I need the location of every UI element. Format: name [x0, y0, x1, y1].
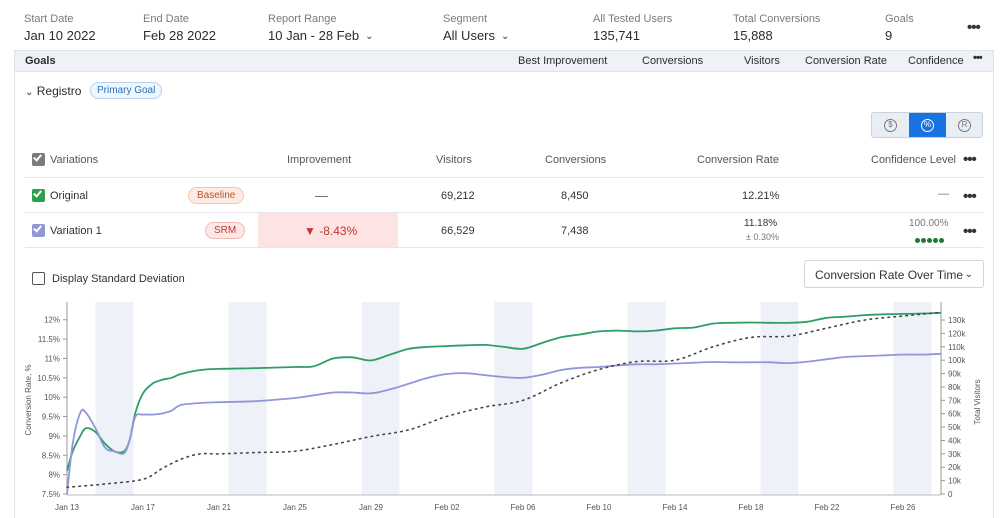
start-date: Start Date Jan 10 2022	[24, 13, 96, 44]
conversion-rate-value: 12.21%	[742, 190, 780, 202]
revenue-icon: R	[958, 119, 971, 132]
segment-value: All Users	[443, 28, 496, 43]
col-visitors[interactable]: Visitors	[744, 55, 780, 67]
conversion-rate-margin: ± 0.30%	[746, 232, 779, 242]
goals-panel: Goals Best Improvement Conversions Visit…	[14, 50, 994, 518]
th-variations: Variations	[50, 154, 99, 166]
confidence-dot	[933, 238, 938, 243]
conversions-value: 7,438	[561, 225, 589, 237]
th-visitors: Visitors	[436, 154, 472, 166]
srm-badge: SRM	[205, 222, 246, 239]
goal-toggle[interactable]: ⌄ Registro	[25, 84, 81, 98]
revenue-toggle-button[interactable]: R	[946, 113, 983, 137]
goals-header-more-button[interactable]: •••	[973, 52, 983, 64]
confidence-indicator	[915, 234, 945, 246]
table-row-original: Original Baseline — 69,212 8,450 12.21% …	[25, 177, 983, 212]
segment-label: Segment	[443, 13, 488, 25]
visitors-value: 69,212	[441, 190, 475, 202]
chevron-down-icon: ⌄	[25, 87, 34, 98]
variation-name: Variation 1	[50, 225, 102, 237]
confidence-dot	[939, 238, 944, 243]
all-tested-users-label: All Tested Users	[593, 13, 673, 25]
confidence-dot	[921, 238, 926, 243]
original-checkbox[interactable]	[32, 188, 45, 202]
std-dev-checkbox[interactable]	[32, 272, 45, 285]
baseline-badge: Baseline	[188, 187, 245, 204]
all-tested-users-value: 135,741	[593, 28, 640, 43]
confidence-dot	[915, 238, 920, 243]
col-conversion-rate[interactable]: Conversion Rate	[805, 55, 887, 67]
row-more-button[interactable]: •••	[963, 223, 977, 240]
goals-count-value: 9	[885, 28, 893, 43]
dollar-toggle-button[interactable]: $	[872, 113, 909, 137]
col-best-improvement[interactable]: Best Improvement	[518, 55, 608, 67]
all-tested-users: All Tested Users 135,741	[593, 13, 672, 44]
header-more-button[interactable]: •••	[967, 19, 981, 36]
primary-goal-badge: Primary Goal	[90, 82, 163, 99]
confidence-value: 100.00%	[909, 218, 949, 229]
goals-count-label: Goals	[885, 13, 914, 25]
chevron-down-icon: ⌄	[964, 269, 973, 280]
confidence-value: —	[938, 188, 949, 200]
variation-name: Original	[50, 190, 88, 202]
conversions-value: 8,450	[561, 190, 589, 202]
table-divider	[25, 247, 983, 248]
improvement-value: ▼ -8.43%	[304, 224, 358, 238]
goals-header-title: Goals	[25, 55, 56, 67]
improvement-value: —	[315, 188, 328, 203]
metric-toggle: $ % R	[871, 112, 983, 138]
end-date-label: End Date	[143, 13, 189, 25]
th-confidence-level: Confidence Level	[871, 154, 957, 166]
start-date-value: Jan 10 2022	[24, 28, 96, 43]
variation-1-checkbox[interactable]	[32, 223, 45, 237]
table-header-more-button[interactable]: •••	[963, 151, 977, 168]
start-date-label: Start Date	[24, 13, 74, 25]
percent-toggle-button[interactable]: %	[909, 113, 946, 137]
goals-header: Goals Best Improvement Conversions Visit…	[15, 50, 993, 72]
table-row-variation-1: Variation 1 SRM ▼ -8.43% 66,529 7,438 11…	[25, 212, 983, 248]
th-conversions: Conversions	[545, 154, 607, 166]
col-confidence[interactable]: Confidence	[908, 55, 964, 67]
th-improvement: Improvement	[287, 154, 352, 166]
chart-type-dropdown[interactable]: Conversion Rate Over Time ⌄	[804, 260, 984, 288]
chevron-down-icon: ⌄	[501, 31, 510, 42]
total-conversions-value: 15,888	[733, 28, 773, 43]
conversion-rate-value: 11.18%	[744, 218, 778, 229]
improvement-cell: ▼ -8.43%	[258, 213, 398, 248]
summary-bar: Start Date Jan 10 2022 End Date Feb 28 2…	[0, 0, 1000, 50]
col-conversions[interactable]: Conversions	[642, 55, 704, 67]
report-range-value: 10 Jan - 28 Feb	[268, 28, 360, 43]
chevron-down-icon: ⌄	[365, 31, 374, 42]
goals-count: Goals 9	[885, 13, 914, 44]
row-more-button[interactable]: •••	[963, 188, 977, 205]
confidence-dot	[927, 238, 932, 243]
report-range-dropdown[interactable]: Report Range 10 Jan - 28 Feb ⌄	[268, 13, 373, 46]
goal-name: Registro	[36, 84, 82, 98]
dollar-icon: $	[884, 119, 897, 132]
select-all-checkbox[interactable]	[32, 152, 45, 166]
visitors-value: 66,529	[441, 225, 475, 237]
end-date-value: Feb 28 2022	[143, 28, 217, 43]
total-conversions-label: Total Conversions	[733, 13, 821, 25]
th-conversion-rate: Conversion Rate	[697, 154, 779, 166]
std-dev-label: Display Standard Deviation	[52, 273, 185, 285]
chart-type-value: Conversion Rate Over Time	[815, 268, 964, 282]
report-range-label: Report Range	[268, 13, 337, 25]
percent-icon: %	[921, 119, 934, 132]
end-date: End Date Feb 28 2022	[143, 13, 216, 44]
total-conversions: Total Conversions 15,888	[733, 13, 820, 44]
segment-dropdown[interactable]: Segment All Users ⌄	[443, 13, 509, 46]
